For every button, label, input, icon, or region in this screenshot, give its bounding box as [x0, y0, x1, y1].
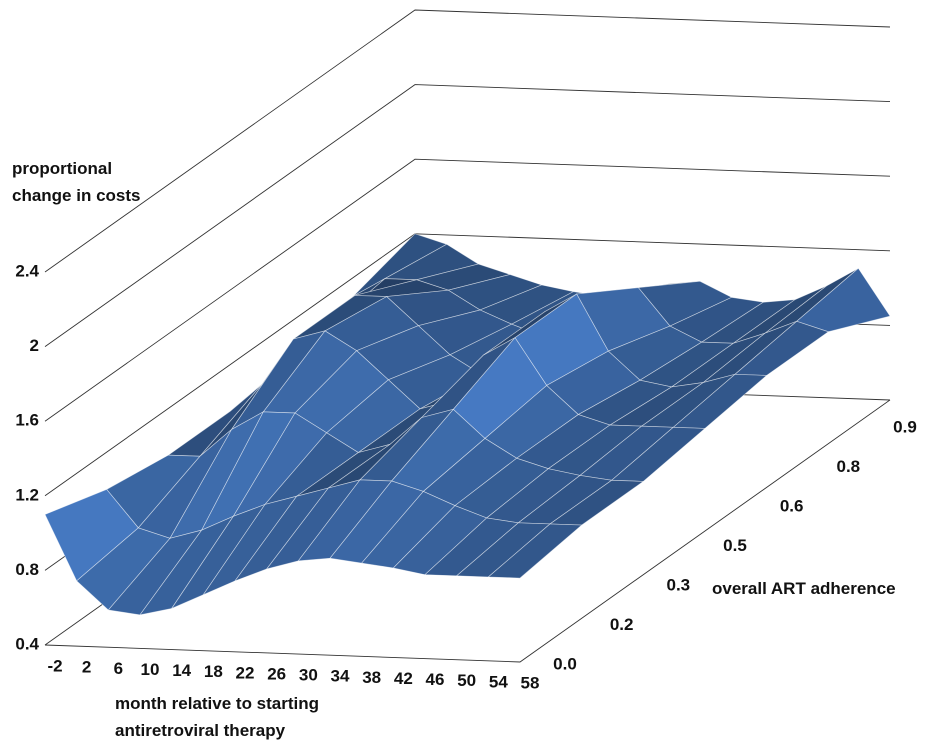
x-tick-label: 54	[489, 672, 508, 691]
z-tick-label: 1.2	[15, 485, 39, 504]
x-tick-label: 42	[394, 669, 413, 688]
x-tick-label: 38	[362, 668, 381, 687]
x-tick-label: 58	[521, 673, 540, 692]
x-tick-label: 50	[457, 671, 476, 690]
y-tick-label: 0.8	[837, 457, 861, 476]
y-axis-label: overall ART adherence	[712, 579, 896, 598]
y-tick-label: 0.9	[893, 417, 917, 436]
x-tick-label: 10	[141, 660, 160, 679]
grid-line	[44, 9, 891, 273]
y-tick-label: 0.0	[553, 654, 577, 673]
floor-edge	[44, 399, 891, 663]
z-axis-label: proportional change in costs	[12, 159, 141, 205]
z-tick-label: 0.8	[15, 560, 39, 579]
grid-line	[44, 158, 891, 422]
y-tick-label: 0.5	[723, 536, 747, 555]
y-tick-label: 0.2	[610, 615, 634, 634]
x-tick-label: 30	[299, 666, 318, 685]
y-tick-label: 0.3	[667, 575, 691, 594]
x-tick-label: 34	[331, 667, 350, 686]
x-axis-label: month relative to starting antiretrovira…	[115, 694, 320, 740]
x-tick-label: 14	[172, 661, 191, 680]
x-tick-label: 26	[267, 664, 286, 683]
grid-line	[44, 84, 891, 347]
x-tick-label: 46	[426, 670, 445, 689]
x-tick-label: 6	[114, 659, 123, 678]
x-tick-label: -2	[47, 656, 62, 675]
y-tick-label: 0.6	[780, 496, 804, 515]
z-tick-label: 0.4	[15, 634, 39, 653]
x-tick-label: 2	[82, 658, 91, 677]
x-tick-label: 22	[236, 663, 255, 682]
z-tick-label: 2	[30, 336, 39, 355]
z-tick-label: 1.6	[15, 411, 39, 430]
x-tick-label: 18	[204, 662, 223, 681]
z-tick-label: 2.4	[15, 261, 39, 280]
surface-patch	[487, 523, 583, 579]
